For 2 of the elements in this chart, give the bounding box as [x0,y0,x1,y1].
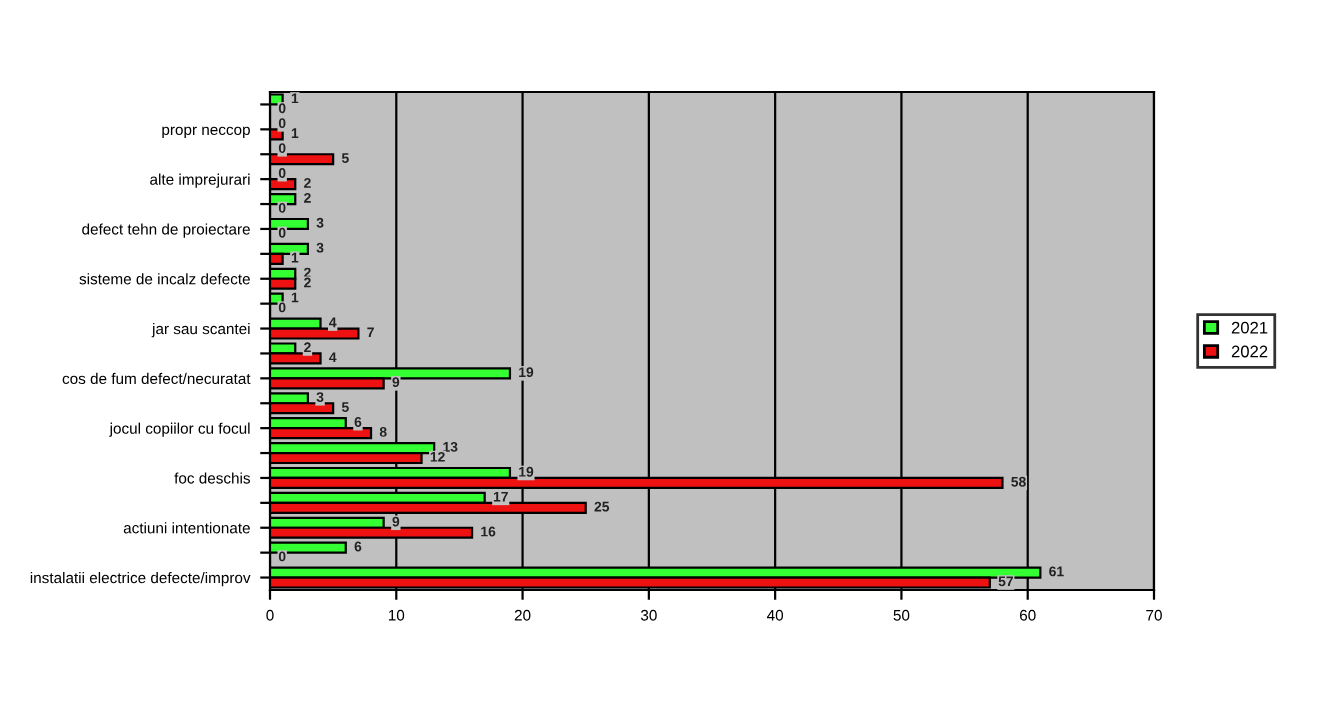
legend-label: 2021 [1231,321,1268,334]
legend-label: 2022 [1231,345,1268,358]
